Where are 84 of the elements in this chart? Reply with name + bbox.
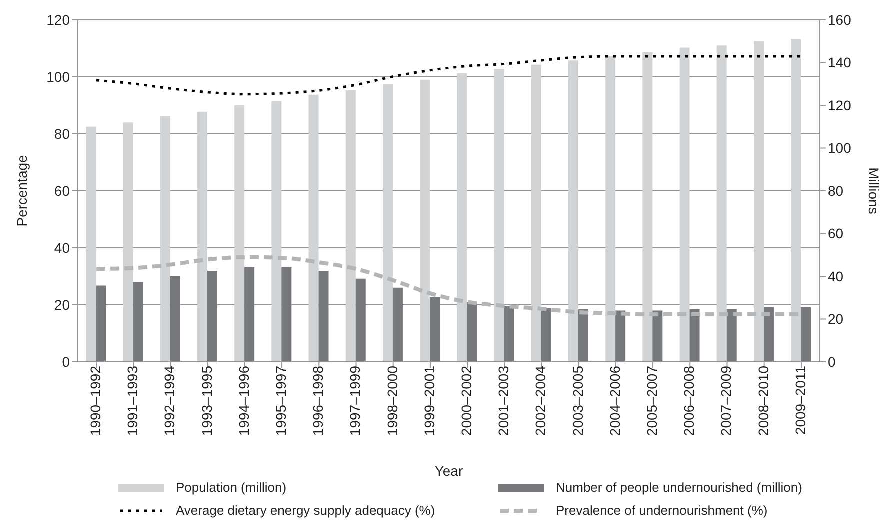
y-axis-title: Percentage (14, 154, 30, 227)
y2-tick-label: 160 (828, 12, 852, 28)
legend-label: Average dietary energy supply adequacy (%) (176, 503, 436, 518)
bar (430, 297, 440, 362)
bar (457, 73, 468, 362)
x-axis-title: Year (434, 463, 464, 479)
x-tick-label: 1999–2001 (421, 366, 438, 436)
x-tick-label: 2001–2003 (496, 366, 512, 436)
bar (568, 60, 578, 362)
bar (133, 282, 144, 362)
legend-label: Prevalence of undernourishment (%) (556, 503, 768, 518)
x-tick-label: 2007–2009 (718, 366, 734, 436)
bar (652, 310, 663, 362)
bar (642, 52, 653, 362)
y-tick-label: 80 (54, 126, 70, 142)
legend-label: Population (million) (176, 480, 287, 495)
bar (272, 101, 282, 362)
bar (616, 310, 626, 362)
y2-tick-label: 100 (828, 140, 852, 156)
y2-tick-label: 120 (828, 97, 852, 114)
x-tick-label: 2008–2010 (755, 366, 772, 436)
bar (420, 80, 430, 362)
bar (234, 106, 245, 362)
bar (494, 69, 504, 362)
x-tick-label: 2005–2007 (644, 366, 660, 436)
y-tick-label: 0 (62, 354, 70, 370)
x-tick-label: 1995–1997 (272, 366, 289, 436)
bar (764, 307, 774, 362)
bar (680, 48, 690, 362)
y2-tick-label: 80 (828, 182, 844, 199)
bar (318, 270, 329, 362)
y-tick-label: 120 (46, 12, 70, 28)
bar (690, 309, 700, 362)
bar (392, 288, 403, 362)
bar (346, 90, 356, 362)
bar (160, 116, 170, 362)
bar (541, 308, 552, 362)
x-tick-label: 2004–2006 (606, 366, 623, 436)
bar (467, 302, 478, 362)
x-tick-label: 2003–2005 (570, 366, 586, 436)
bar (791, 39, 802, 362)
bar (726, 309, 737, 362)
bar (382, 84, 393, 362)
bar (123, 122, 134, 362)
bar (197, 112, 208, 362)
bar (801, 307, 812, 362)
x-tick-label: 1998–2000 (384, 366, 400, 436)
bar (96, 286, 106, 362)
y-tick-label: 60 (54, 182, 70, 199)
y2-tick-label: 20 (828, 311, 844, 328)
bar (86, 126, 96, 362)
y2-axis-title: Millions (866, 168, 882, 214)
bar (170, 276, 180, 362)
bar (207, 270, 218, 362)
bar (282, 268, 292, 362)
y-tick-label: 100 (46, 68, 70, 85)
y2-tick-label: 140 (828, 54, 852, 71)
x-tick-label: 1992–1994 (162, 366, 178, 436)
line-series (95, 55, 803, 96)
bar (754, 41, 764, 362)
x-tick-label: 1990–1992 (87, 366, 104, 436)
x-tick-label: 1993–1995 (198, 366, 215, 436)
y-tick-label: 40 (54, 240, 70, 256)
x-tick-label: 1997–1999 (347, 366, 364, 436)
bar (578, 309, 588, 362)
legend-label: Number of people undernourished (million) (556, 480, 802, 495)
bar (531, 64, 542, 362)
x-tick-label: 2000–2002 (458, 366, 474, 436)
y2-tick-label: 0 (828, 354, 836, 370)
bar (356, 278, 366, 362)
y2-tick-label: 40 (828, 268, 844, 284)
bar (606, 56, 616, 362)
bar (716, 46, 727, 362)
bar (244, 268, 255, 362)
bar (308, 94, 319, 362)
x-tick-label: 2009–2011 (792, 366, 808, 436)
x-tick-label: 2006–2008 (681, 366, 698, 436)
x-tick-label: 1991–1993 (124, 366, 141, 436)
y2-tick-label: 60 (828, 226, 844, 242)
y-tick-label: 20 (54, 296, 70, 313)
x-tick-label: 2002–2004 (532, 366, 549, 436)
bar (504, 306, 514, 362)
x-tick-label: 1994–1996 (236, 366, 252, 436)
x-tick-label: 1996–1998 (310, 366, 326, 436)
